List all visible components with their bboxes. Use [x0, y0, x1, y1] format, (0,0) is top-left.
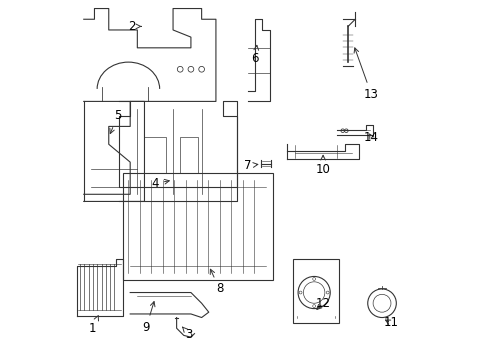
Text: 3: 3: [182, 327, 192, 341]
Bar: [180, 137, 198, 173]
Text: 8: 8: [210, 269, 223, 296]
Bar: [292, 258, 339, 323]
Text: 5: 5: [110, 109, 121, 134]
Text: 7: 7: [243, 159, 257, 172]
Text: 13: 13: [353, 48, 378, 101]
Text: 2: 2: [128, 20, 141, 33]
Text: 6: 6: [251, 45, 259, 65]
Bar: [144, 137, 165, 173]
Text: 9: 9: [142, 302, 155, 334]
Text: 4: 4: [151, 177, 169, 190]
Text: 12: 12: [315, 297, 330, 310]
Text: 11: 11: [383, 316, 398, 329]
Text: 1: 1: [89, 316, 98, 335]
Text: 10: 10: [315, 155, 330, 176]
Text: 14: 14: [363, 131, 378, 144]
